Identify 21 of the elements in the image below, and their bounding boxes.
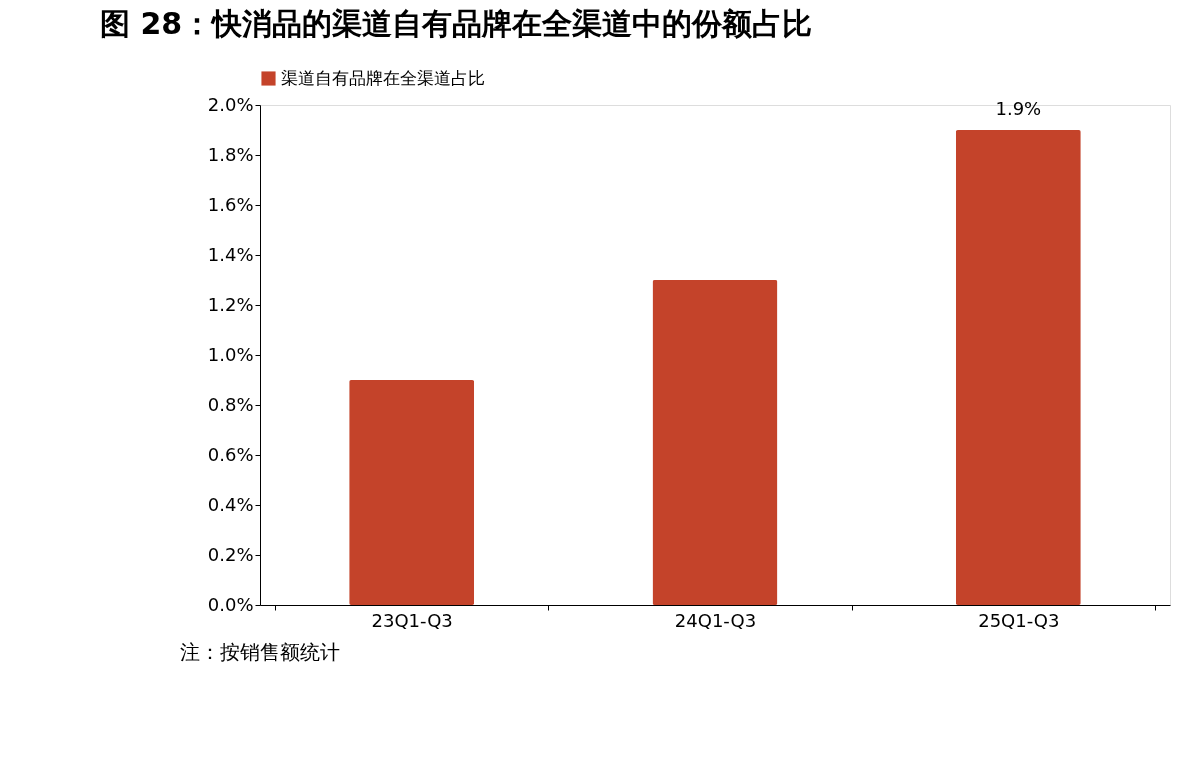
data-label: 1.9% [995,98,1042,119]
y-tick-label: 0.4% [207,493,254,515]
legend-label: 渠道自有品牌在全渠道占比 [281,67,485,88]
y-tick-label: 1.0% [207,343,254,365]
bar [955,130,1081,605]
x-tick-label: 24Q1-Q3 [674,609,757,631]
text: 注：按销售额统计 [180,640,340,664]
y-tick-label: 0.8% [207,393,254,415]
y-tick-label: 2.0% [207,93,254,115]
y-tick-label: 0.0% [207,593,254,615]
x-tick-label: 25Q1-Q3 [978,609,1060,631]
y-tick-label: 1.4% [207,243,254,265]
bar [349,380,475,605]
x-tick-label: 23Q1-Q3 [371,609,453,631]
y-tick-label: 0.2% [207,543,254,565]
bar [652,280,778,605]
y-tick-label: 1.8% [207,143,254,165]
chart-title: 图 28：快消品的渠道自有品牌在全渠道中的份额占比 [100,6,813,41]
y-tick-label: 0.6% [207,443,254,465]
y-tick-label: 1.6% [207,193,254,215]
y-tick-label: 1.2% [207,293,254,315]
